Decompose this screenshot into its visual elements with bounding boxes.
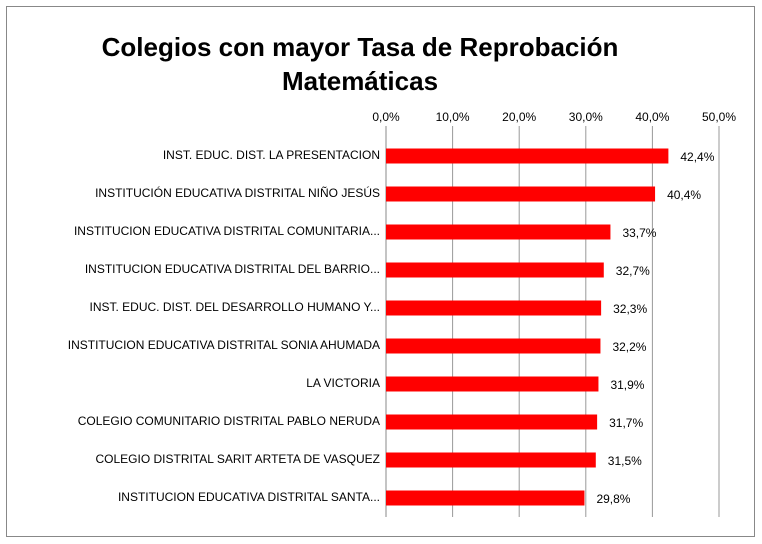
bar [386, 262, 604, 278]
y-tick-label: INSTITUCIÓN EDUCATIVA DISTRITAL NIÑO JES… [95, 185, 380, 200]
y-tick-label: INSTITUCION EDUCATIVA DISTRITAL SONIA AH… [68, 338, 380, 352]
y-tick-label: INSTITUCION EDUCATIVA DISTRITAL SANTA... [118, 490, 380, 504]
x-tick-label: 40,0% [635, 110, 669, 124]
bar [386, 224, 611, 240]
y-tick-label: INSTITUCION EDUCATIVA DISTRITAL DEL BARR… [85, 262, 380, 276]
value-label: 33,7% [622, 226, 656, 240]
value-label: 32,3% [613, 302, 647, 316]
y-tick-label: COLEGIO COMUNITARIO DISTRITAL PABLO NERU… [78, 414, 380, 428]
value-label: 31,7% [609, 416, 643, 430]
x-tick-label: 0,0% [372, 110, 400, 124]
bar [386, 414, 598, 430]
bar [386, 300, 602, 316]
bar [386, 490, 585, 506]
chart-title: Colegios con mayor Tasa de Reprobación M… [101, 32, 619, 96]
bar [386, 452, 596, 468]
y-tick-label: INST. EDUC. DIST. LA PRESENTACION [163, 148, 380, 162]
y-tick-label: INST. EDUC. DIST. DEL DESARROLLO HUMANO … [89, 300, 380, 314]
x-tick-label: 50,0% [702, 110, 736, 124]
bar [386, 338, 601, 354]
value-label: 32,2% [612, 340, 646, 354]
y-tick-label: COLEGIO DISTRITAL SARIT ARTETA DE VASQUE… [95, 452, 380, 466]
x-tick-label: 30,0% [569, 110, 603, 124]
value-label: 31,5% [608, 454, 642, 468]
value-label: 42,4% [680, 150, 714, 164]
bar [386, 148, 669, 164]
x-tick-label: 10,0% [436, 110, 470, 124]
bar [386, 186, 656, 202]
y-tick-label: INSTITUCION EDUCATIVA DISTRITAL COMUNITA… [74, 224, 380, 238]
y-tick-label: LA VICTORIA [306, 376, 380, 390]
chart-border [6, 6, 755, 537]
value-label: 31,9% [610, 378, 644, 392]
value-label: 29,8% [596, 492, 630, 506]
x-tick-label: 20,0% [502, 110, 536, 124]
value-label: 32,7% [616, 264, 650, 278]
bar [386, 376, 599, 392]
value-label: 40,4% [667, 188, 701, 202]
